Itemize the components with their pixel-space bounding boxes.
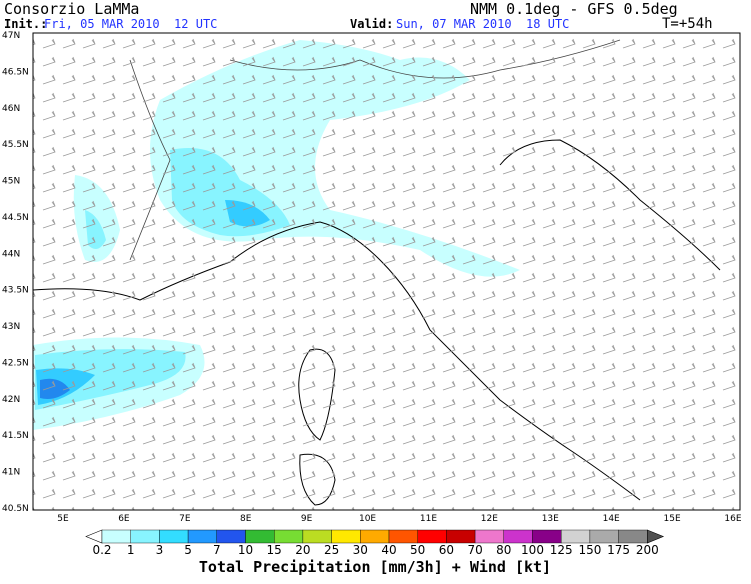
colorbar-bin <box>532 529 562 544</box>
map-frame <box>32 32 741 511</box>
colorbar-label: 3 <box>156 543 164 557</box>
colorbar-label: 30 <box>353 543 368 557</box>
colorbar-label: 60 <box>439 543 454 557</box>
colorbar-bin <box>561 529 591 544</box>
lat-label: 43.5N <box>2 286 29 296</box>
colorbar-end <box>85 529 103 544</box>
lon-label: 9E <box>301 514 313 524</box>
lon-label: 16E <box>724 514 741 524</box>
map <box>32 32 741 511</box>
lat-label: 41.5N <box>2 431 29 441</box>
colorbar-label: 7 <box>213 543 221 557</box>
colorbar-bin <box>618 529 648 544</box>
init-value: Fri, 05 MAR 2010 12 UTC <box>44 17 217 31</box>
lat-label: 42.5N <box>2 358 29 368</box>
lat-label: 43N <box>2 322 20 332</box>
lon-label: 8E <box>240 514 252 524</box>
lat-label: 46N <box>2 104 20 114</box>
colorbar-label: 125 <box>550 543 573 557</box>
lat-label: 45.5N <box>2 140 29 150</box>
colorbar-bin <box>503 529 533 544</box>
wind-barbs <box>33 33 740 510</box>
colorbar-label: 100 <box>521 543 544 557</box>
lon-label: 12E <box>481 514 498 524</box>
lon-label: 10E <box>359 514 376 524</box>
init-label: Init.: <box>4 17 47 31</box>
colorbar-bin <box>474 529 505 544</box>
colorbar-label: 175 <box>607 543 630 557</box>
colorbar-label: 150 <box>578 543 601 557</box>
colorbar-label: 80 <box>496 543 511 557</box>
lat-label: 44.5N <box>2 213 29 223</box>
title: Consorzio LaMMa <box>4 0 139 18</box>
colorbar-bin <box>302 529 332 544</box>
lat-label: 44N <box>2 249 20 259</box>
colorbar-bin <box>245 529 275 544</box>
colorbar-label: 15 <box>267 543 282 557</box>
lon-label: 11E <box>420 514 437 524</box>
colorbar-label: 10 <box>238 543 253 557</box>
lat-label: 45N <box>2 177 20 187</box>
colorbar-bin <box>187 529 218 544</box>
colorbar-bin <box>101 529 131 544</box>
colorbar: 0.2 1 3 5 7 10 15 20 25 30 40 50 60 70 80 100 125 150 175 2… <box>85 529 665 557</box>
colorbar-title: Total Precipitation [mm/3h] + Wind [kt] <box>199 558 551 576</box>
colorbar-bin <box>589 529 619 544</box>
model: NMM 0.1deg - GFS 0.5deg <box>470 0 678 18</box>
lon-axis: 5E 6E 7E 8E 9E 10E 11E 12E 13E 14E 15E 16E <box>57 514 742 524</box>
lon-label: 7E <box>179 514 191 524</box>
colorbar-label: 0.2 <box>92 543 111 557</box>
colorbar-bin <box>446 529 476 544</box>
colorbar-label: 1 <box>127 543 135 557</box>
colorbar-bin <box>360 529 390 544</box>
valid-value: Sun, 07 MAR 2010 18 UTC <box>396 17 569 31</box>
lat-label: 46.5N <box>2 67 29 77</box>
colorbar-bin <box>388 529 418 544</box>
colorbar-bin <box>331 529 361 544</box>
lead-time: T=+54h <box>662 16 713 32</box>
colorbar-end <box>647 529 665 544</box>
lat-label: 41N <box>2 468 20 478</box>
colorbar-label: 5 <box>184 543 192 557</box>
lon-label: 15E <box>664 514 681 524</box>
colorbar-bin <box>216 529 246 544</box>
lon-label: 5E <box>57 514 69 524</box>
colorbar-label: 20 <box>295 543 310 557</box>
lat-label: 47N <box>2 31 20 41</box>
colorbar-label: 40 <box>381 543 396 557</box>
colorbar-label: 70 <box>467 543 482 557</box>
colorbar-bin <box>159 529 189 544</box>
colorbar-bin <box>274 529 304 544</box>
lon-label: 14E <box>603 514 620 524</box>
lon-label: 13E <box>542 514 559 524</box>
lat-axis: 47N 46.5N 46N 45.5N 45N 44.5N 44N 43.5N 43N 42.5N… <box>2 31 29 514</box>
lat-label: 42N <box>2 395 20 405</box>
colorbar-bin <box>417 529 447 544</box>
lon-label: 6E <box>118 514 130 524</box>
lat-label: 40.5N <box>2 504 29 514</box>
colorbar-label: 200 <box>636 543 659 557</box>
valid-label: Valid: <box>350 17 393 31</box>
colorbar-label: 50 <box>410 543 425 557</box>
colorbar-bin <box>130 529 160 544</box>
colorbar-label: 25 <box>324 543 339 557</box>
